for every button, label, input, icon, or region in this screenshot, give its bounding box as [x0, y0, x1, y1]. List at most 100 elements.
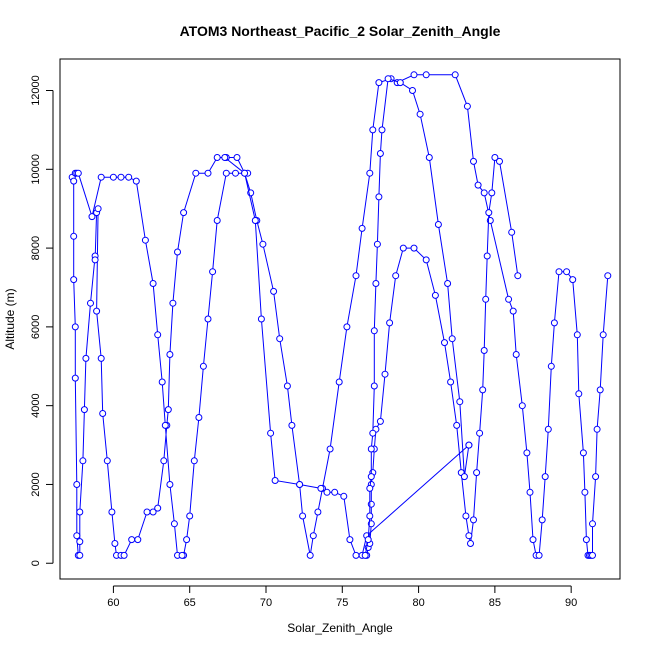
- data-point: [323, 488, 331, 496]
- data-point: [82, 354, 90, 362]
- data-point: [425, 154, 433, 161]
- data-point: [479, 386, 487, 394]
- data-point: [447, 378, 455, 386]
- data-point: [470, 516, 477, 524]
- data-point: [91, 256, 99, 264]
- data-point: [88, 213, 96, 221]
- data-point: [80, 406, 88, 414]
- data-point: [213, 154, 221, 161]
- data-point: [465, 441, 473, 449]
- data-point: [154, 331, 162, 339]
- data-point: [213, 217, 221, 224]
- data-point: [331, 488, 339, 496]
- data-point: [326, 445, 334, 453]
- data-point: [512, 351, 520, 358]
- data-point: [544, 425, 552, 433]
- data-point: [410, 244, 418, 252]
- data-point: [422, 256, 430, 264]
- data-point: [170, 520, 178, 528]
- data-point: [514, 272, 522, 280]
- data-point: [416, 110, 424, 118]
- data-point: [70, 177, 78, 185]
- data-point: [526, 488, 534, 496]
- data-point: [276, 335, 284, 343]
- data-point: [93, 307, 101, 315]
- y-tick-label: 2000: [30, 472, 42, 496]
- data-point: [361, 551, 369, 559]
- data-point: [370, 382, 378, 390]
- data-point: [267, 429, 275, 437]
- data-point: [599, 331, 607, 339]
- y-axis-label: Altitude (m): [3, 288, 17, 349]
- data-point: [465, 532, 473, 540]
- data-point: [71, 374, 79, 382]
- data-point: [569, 276, 577, 284]
- data-point: [593, 425, 601, 433]
- data-point: [352, 551, 360, 559]
- data-point: [183, 536, 191, 544]
- y-tick-label: 6000: [30, 315, 42, 339]
- data-point: [462, 512, 470, 520]
- data-point: [505, 295, 513, 303]
- data-point: [111, 540, 119, 547]
- data-point: [306, 551, 314, 559]
- data-point: [169, 299, 177, 307]
- data-point: [422, 71, 430, 79]
- data-point: [592, 473, 600, 481]
- data-point: [375, 79, 383, 87]
- data-point: [76, 538, 84, 546]
- data-point: [596, 386, 604, 394]
- data-point: [76, 508, 84, 516]
- data-point: [480, 347, 488, 354]
- data-point: [186, 512, 194, 520]
- x-tick-label: 60: [107, 597, 119, 609]
- series-layer: [68, 71, 612, 559]
- data-point: [523, 449, 531, 457]
- data-point: [209, 268, 217, 276]
- data-point: [108, 508, 116, 516]
- series-5: [361, 75, 473, 559]
- data-point: [460, 473, 468, 481]
- data-point: [376, 417, 384, 425]
- series-1: [68, 71, 612, 559]
- data-point: [343, 323, 351, 331]
- data-point: [581, 488, 589, 496]
- data-point: [317, 484, 325, 492]
- data-point: [149, 508, 157, 516]
- chart-title: ATOM3 Northeast_Pacific_2 Solar_Zenith_A…: [180, 23, 501, 39]
- data-point: [257, 315, 265, 323]
- data-point: [74, 169, 82, 177]
- data-point: [448, 335, 456, 343]
- data-point: [463, 102, 471, 110]
- y-tick-label: 8000: [30, 236, 42, 260]
- data-point: [309, 532, 317, 540]
- x-tick-label: 70: [260, 597, 272, 609]
- data-point: [579, 449, 587, 457]
- data-point: [149, 280, 157, 287]
- data-point: [488, 189, 496, 197]
- data-point: [87, 299, 94, 307]
- data-point: [76, 551, 84, 559]
- y-tick-label: 12000: [30, 75, 42, 106]
- data-point: [483, 252, 491, 260]
- data-point: [575, 390, 583, 398]
- data-point: [384, 75, 392, 83]
- data-point: [470, 157, 477, 165]
- data-point: [221, 154, 229, 161]
- data-point: [296, 481, 304, 488]
- series-6: [74, 169, 186, 559]
- data-point: [79, 457, 87, 465]
- data-point: [485, 209, 493, 217]
- data-point: [392, 272, 400, 280]
- plot-frame: [59, 58, 621, 580]
- data-point: [70, 276, 78, 284]
- y-tick-label: 10000: [30, 154, 42, 185]
- data-point: [518, 402, 526, 410]
- data-point: [233, 154, 241, 161]
- data-point: [547, 362, 555, 370]
- data-point: [199, 362, 207, 370]
- data-point: [161, 421, 169, 429]
- data-point: [589, 551, 596, 559]
- data-point: [467, 540, 474, 547]
